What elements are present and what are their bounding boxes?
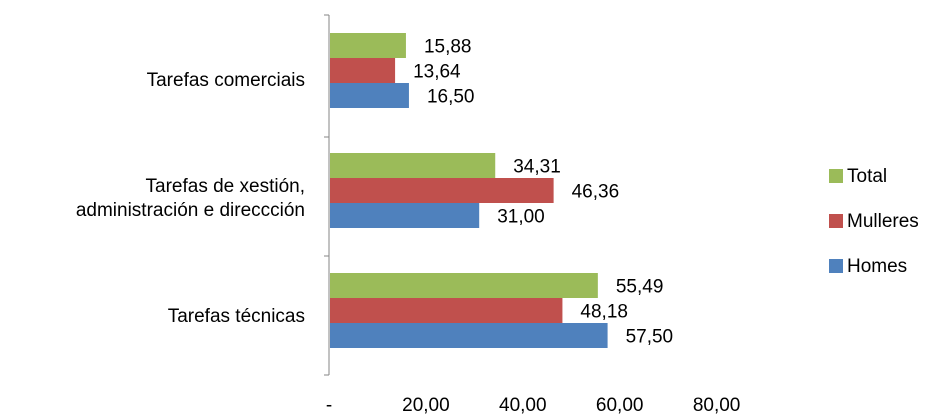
bar-homes-1 — [330, 203, 480, 228]
category-label-1: Tarefas de xestión, administración e dire… — [76, 176, 305, 221]
value-label-mulleres-0: 13,64 — [413, 62, 461, 83]
bar-total-1 — [330, 153, 496, 178]
value-labels-layer: 15,88 13,64 16,50 34,31 46,36 31,00 55,49 48,18… — [413, 37, 673, 348]
legend-swatch-total — [829, 169, 843, 183]
value-label-homes-0: 16,50 — [427, 87, 475, 108]
x-tick-label-0: - — [326, 395, 332, 416]
value-label-homes-2: 57,50 — [626, 327, 674, 348]
legend-swatch-homes — [829, 259, 843, 273]
x-tick-label-2: 40,00 — [499, 395, 547, 416]
bar-homes-0 — [330, 83, 409, 108]
y-axis-ticks — [324, 14, 329, 376]
legend-swatch-mulleres — [829, 214, 843, 228]
value-label-total-0: 15,88 — [424, 37, 472, 58]
value-label-mulleres-2: 48,18 — [580, 302, 628, 323]
legend-label-mulleres: Mulleres — [847, 211, 919, 232]
x-tick-label-4: 80,00 — [693, 395, 741, 416]
x-tick-label-1: 20,00 — [402, 395, 450, 416]
value-label-total-2: 55,49 — [616, 277, 664, 298]
bars-layer — [330, 33, 608, 348]
category-label-0: Tarefas comerciais — [147, 70, 305, 91]
x-axis-tick-labels: - 20,00 40,00 60,00 80,00 — [326, 395, 741, 416]
legend: Total Mulleres Homes — [829, 166, 919, 277]
category-labels-layer: Tarefas comerciais Tarefas de xestión, adm… — [76, 70, 305, 327]
legend-label-homes: Homes — [847, 256, 907, 277]
value-label-homes-1: 31,00 — [497, 207, 545, 228]
bar-mulleres-2 — [330, 298, 563, 323]
category-label-2: Tarefas técnicas — [168, 306, 305, 327]
x-tick-label-3: 60,00 — [596, 395, 644, 416]
legend-label-total: Total — [847, 166, 887, 187]
bar-homes-2 — [330, 323, 608, 348]
bar-total-0 — [330, 33, 406, 58]
value-label-mulleres-1: 46,36 — [572, 182, 620, 203]
bar-total-2 — [330, 273, 598, 298]
bar-mulleres-1 — [330, 178, 554, 203]
bar-mulleres-0 — [330, 58, 396, 83]
value-label-total-1: 34,31 — [513, 157, 561, 178]
